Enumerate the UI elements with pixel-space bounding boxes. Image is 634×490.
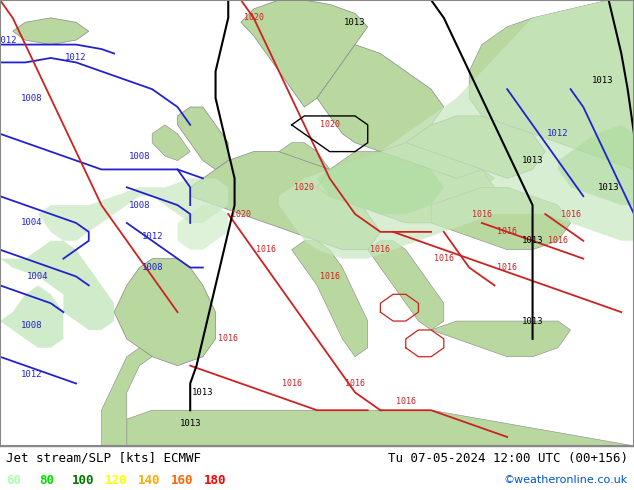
Text: 1013: 1013: [598, 183, 619, 192]
Polygon shape: [380, 143, 495, 187]
Text: 1020: 1020: [294, 183, 314, 192]
Text: 1013: 1013: [179, 419, 201, 428]
Polygon shape: [0, 285, 63, 348]
Text: 1008: 1008: [141, 263, 163, 272]
Text: 1013: 1013: [522, 156, 543, 165]
Polygon shape: [0, 241, 114, 330]
Polygon shape: [431, 187, 571, 250]
Text: 1008: 1008: [21, 321, 42, 330]
Text: Tu 07-05-2024 12:00 UTC (00+156): Tu 07-05-2024 12:00 UTC (00+156): [387, 452, 628, 465]
Text: 1016: 1016: [370, 245, 391, 254]
Polygon shape: [317, 45, 444, 151]
Polygon shape: [292, 241, 368, 357]
Polygon shape: [190, 151, 380, 250]
Text: Jet stream/SLP [kts] ECMWF: Jet stream/SLP [kts] ECMWF: [6, 452, 202, 465]
Text: 1008: 1008: [129, 200, 150, 210]
Text: 1008: 1008: [21, 94, 42, 102]
Polygon shape: [127, 410, 634, 446]
Text: 1016: 1016: [560, 210, 581, 219]
Text: 1016: 1016: [345, 379, 365, 388]
Polygon shape: [469, 0, 634, 170]
Polygon shape: [241, 0, 368, 107]
Text: 1012: 1012: [65, 53, 87, 62]
Polygon shape: [279, 0, 634, 259]
Text: 120: 120: [105, 474, 127, 487]
Polygon shape: [101, 348, 152, 446]
Polygon shape: [368, 241, 444, 330]
Polygon shape: [406, 116, 545, 178]
Polygon shape: [152, 125, 190, 161]
Text: 80: 80: [39, 474, 55, 487]
Text: 1016: 1016: [281, 379, 302, 388]
Text: 1016: 1016: [320, 272, 340, 281]
Text: 1004: 1004: [21, 219, 42, 227]
Text: 1020: 1020: [231, 210, 251, 219]
Polygon shape: [114, 259, 216, 366]
Text: 1016: 1016: [434, 254, 454, 263]
Text: 60: 60: [6, 474, 22, 487]
Polygon shape: [317, 151, 444, 214]
Text: 1016: 1016: [548, 236, 568, 245]
Text: 1016: 1016: [218, 334, 238, 343]
Text: 1012: 1012: [0, 36, 17, 45]
Text: 160: 160: [171, 474, 193, 487]
Text: 1012: 1012: [21, 370, 42, 379]
Text: 1013: 1013: [192, 388, 214, 397]
Polygon shape: [13, 18, 89, 45]
Text: 1020: 1020: [243, 13, 264, 23]
Text: 1013: 1013: [522, 317, 543, 325]
Polygon shape: [317, 151, 495, 223]
Text: 1008: 1008: [129, 151, 150, 161]
Text: 1016: 1016: [396, 397, 416, 406]
Text: 1013: 1013: [592, 76, 613, 85]
Text: 1016: 1016: [497, 227, 517, 236]
Text: 1016: 1016: [472, 210, 492, 219]
Text: 1004: 1004: [27, 272, 49, 281]
Polygon shape: [38, 178, 228, 241]
Text: 1016: 1016: [497, 263, 517, 272]
Text: 1012: 1012: [141, 232, 163, 241]
Polygon shape: [431, 321, 571, 357]
Text: 1016: 1016: [256, 245, 276, 254]
Text: 1013: 1013: [522, 236, 543, 245]
Polygon shape: [178, 107, 228, 170]
Polygon shape: [279, 143, 342, 196]
Text: 1013: 1013: [344, 18, 366, 27]
Text: 180: 180: [204, 474, 226, 487]
Text: 100: 100: [72, 474, 94, 487]
Polygon shape: [558, 125, 634, 205]
Text: 1012: 1012: [547, 129, 569, 138]
Text: 140: 140: [138, 474, 160, 487]
Polygon shape: [178, 205, 228, 250]
Text: ©weatheronline.co.uk: ©weatheronline.co.uk: [503, 475, 628, 485]
Text: 1020: 1020: [320, 121, 340, 129]
